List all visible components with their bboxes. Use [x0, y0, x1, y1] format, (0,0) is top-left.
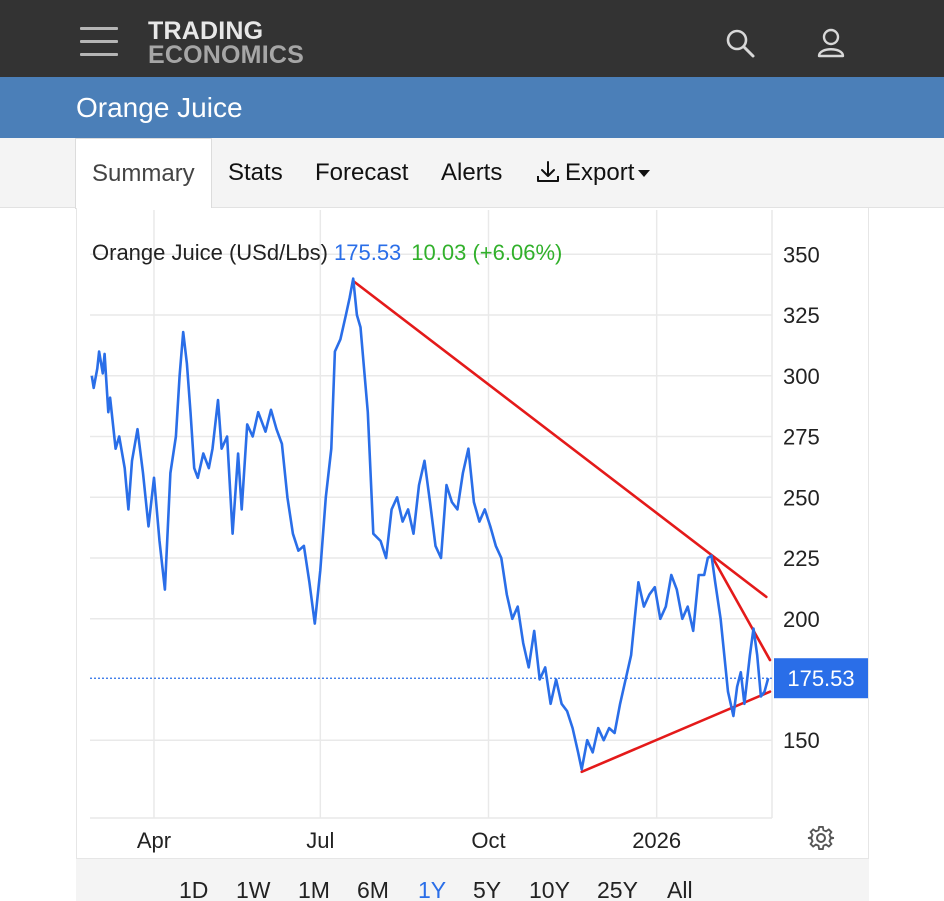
x-tick-label: Oct: [471, 828, 505, 853]
user-icon[interactable]: [814, 26, 848, 60]
range-25y[interactable]: 25Y: [597, 877, 638, 901]
tab-alerts[interactable]: Alerts: [441, 159, 503, 186]
y-tick-label: 275: [783, 425, 820, 450]
x-tick-label: Jul: [306, 828, 334, 853]
search-icon[interactable]: [723, 26, 757, 60]
range-5y[interactable]: 5Y: [473, 877, 502, 901]
download-icon: [537, 160, 559, 182]
logo-line-2: ECONOMICS: [148, 41, 304, 69]
chart-legend: Orange Juice (USd/Lbs) 175.53 10.03 (+6.06…: [92, 240, 562, 266]
range-1y[interactable]: 1Y: [418, 877, 447, 901]
range-selector: 1D 1W 1M 6M 1Y 5Y 10Y 25Y All: [76, 858, 869, 901]
logo-line-1: TRADING: [148, 17, 264, 45]
tab-export[interactable]: Export: [535, 138, 651, 208]
gear-icon[interactable]: [807, 824, 835, 852]
trendline: [351, 279, 768, 599]
trendline: [580, 690, 772, 774]
range-6m[interactable]: 6M: [357, 877, 389, 901]
x-tick-label: Apr: [137, 828, 171, 853]
y-tick-label: 325: [783, 303, 820, 328]
top-navigation-bar: TRADING ECONOMICS: [0, 0, 944, 77]
legend-change: 10.03 (+6.06%): [411, 240, 563, 265]
y-tick-label: 250: [783, 485, 820, 510]
trading-economics-logo[interactable]: TRADING ECONOMICS: [148, 17, 304, 69]
tab-stats[interactable]: Stats: [228, 159, 283, 186]
tab-forecast[interactable]: Forecast: [315, 159, 409, 186]
price-series-line: [90, 277, 770, 771]
chevron-down-icon: [638, 170, 651, 178]
tab-summary[interactable]: Summary: [75, 138, 212, 209]
y-tick-label: 200: [783, 607, 820, 632]
x-tick-label: 2026: [632, 828, 681, 853]
range-1m[interactable]: 1M: [298, 877, 330, 901]
y-tick-label: 150: [783, 728, 820, 753]
y-tick-label: 350: [783, 242, 820, 267]
range-all[interactable]: All: [667, 877, 693, 901]
last-price-tag-label: 175.53: [787, 666, 854, 691]
trendline: [710, 554, 772, 662]
page-title: Orange Juice: [76, 92, 243, 123]
range-1d[interactable]: 1D: [179, 877, 209, 901]
hamburger-menu-icon[interactable]: [80, 27, 118, 57]
legend-price: 175.53: [334, 240, 402, 265]
title-bar: Orange Juice: [0, 77, 944, 138]
y-tick-label: 225: [783, 546, 820, 571]
legend-series-name: Orange Juice (USd/Lbs): [92, 240, 328, 265]
y-tick-label: 300: [783, 364, 820, 389]
range-10y[interactable]: 10Y: [529, 877, 570, 901]
chart-panel: [76, 208, 869, 901]
last-price-tag: [774, 658, 868, 699]
tab-bar: Summary Stats Forecast Alerts Export: [0, 138, 944, 209]
export-label: Export: [565, 159, 635, 186]
range-1w[interactable]: 1W: [236, 877, 271, 901]
